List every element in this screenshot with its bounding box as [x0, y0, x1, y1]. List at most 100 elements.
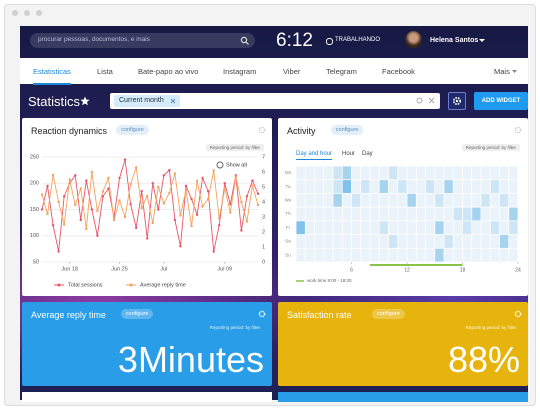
y2-tick-label: 5	[262, 184, 265, 190]
widget-title: Reaction dynamics	[31, 126, 108, 136]
heat-cell	[351, 166, 361, 180]
status: TRABALHANDO	[335, 37, 381, 43]
heat-cell	[453, 248, 463, 262]
heat-cell	[453, 193, 463, 207]
heat-cell	[296, 180, 305, 194]
activity-tab[interactable]: Hour	[342, 151, 356, 157]
heat-cell	[490, 166, 500, 180]
widget-settings-icon[interactable]	[258, 310, 266, 318]
heat-cell	[388, 221, 398, 235]
heat-cell	[370, 207, 379, 221]
favorite-star[interactable]	[80, 96, 90, 106]
nav-tab[interactable]: Telegram	[326, 67, 357, 76]
point	[240, 229, 243, 232]
heat-cell	[499, 207, 509, 221]
heat-cell	[425, 166, 435, 180]
point	[190, 224, 193, 228]
point	[223, 187, 226, 190]
point	[256, 192, 260, 195]
heat-cell	[462, 180, 472, 194]
more-caret[interactable]	[512, 70, 517, 74]
activity-tab[interactable]: Day and hour	[296, 151, 333, 160]
point	[74, 174, 77, 177]
point	[195, 213, 199, 216]
y2-tick-label: 0	[262, 259, 265, 265]
point	[234, 175, 238, 178]
chip-remove[interactable]	[170, 98, 176, 104]
point	[79, 218, 82, 222]
point	[112, 218, 116, 222]
nav-tab[interactable]: Bate-papo ao vivo	[138, 67, 199, 76]
heat-cell	[342, 248, 352, 262]
x-tick-label: Jun 25	[111, 266, 128, 272]
heat-cell	[490, 221, 500, 235]
heat-cell	[509, 193, 518, 207]
user-name[interactable]: Helena Santos	[430, 37, 479, 44]
heat-cell	[370, 166, 379, 180]
nav-tab[interactable]: Instagram	[223, 67, 257, 76]
widget-settings-icon[interactable]	[514, 126, 522, 134]
heat-cell	[324, 221, 333, 235]
show-all[interactable]: Show all	[226, 162, 247, 168]
heat-cell	[342, 166, 352, 180]
configure-button[interactable]: configure	[120, 309, 154, 319]
point	[123, 158, 127, 161]
heat-cell	[342, 193, 352, 207]
point	[151, 221, 154, 225]
point	[62, 195, 66, 198]
zoom-icon[interactable]	[216, 161, 224, 169]
point	[173, 172, 177, 175]
legend-label: Average reply time	[140, 282, 186, 288]
point	[68, 178, 71, 181]
heat-cell	[379, 234, 389, 248]
point	[79, 187, 82, 190]
heat-cell	[472, 207, 481, 221]
reporting-period: Reporting period: by filter	[465, 325, 516, 330]
heat-cell	[490, 207, 500, 221]
filter-chip[interactable]	[114, 95, 180, 107]
nav-tab[interactable]: Estatisticas	[33, 67, 71, 85]
point	[201, 176, 204, 180]
configure-button[interactable]: configure	[116, 125, 149, 135]
widget-settings-icon[interactable]	[258, 126, 266, 134]
heat-cell	[499, 193, 509, 207]
search-box[interactable]	[30, 33, 255, 48]
configure-button[interactable]: configure	[372, 309, 405, 319]
activity-tab[interactable]: Day	[362, 151, 373, 157]
heat-cell	[351, 221, 361, 235]
window-dot[interactable]	[24, 10, 30, 16]
configure-button[interactable]: configure	[330, 125, 364, 135]
legend-label: Total sessions	[68, 282, 103, 288]
heat-cell	[490, 234, 500, 248]
heat-cell	[379, 248, 389, 262]
point	[46, 184, 49, 188]
reporting-period: Reporting period: by filter	[461, 144, 520, 151]
nav-more[interactable]: Mais	[494, 67, 510, 76]
search-icon[interactable]	[240, 36, 249, 45]
heatmap: Mo Tu We Th Fr Sa Su 6 12 18 24 work time 8:00 - 18…	[285, 166, 521, 283]
point	[206, 189, 210, 193]
heat-cell	[472, 248, 481, 262]
row-label: Mo	[285, 170, 292, 175]
filter-icons[interactable]	[416, 97, 436, 105]
widget-settings-icon[interactable]	[514, 310, 522, 318]
heat-cell	[296, 234, 305, 248]
point	[218, 217, 221, 220]
window-dot[interactable]	[12, 10, 18, 16]
window-dot[interactable]	[36, 10, 42, 16]
point	[195, 179, 199, 183]
add-widget-button[interactable]: ADD WIDGET	[474, 92, 528, 110]
nav-tab[interactable]: Lista	[97, 67, 113, 76]
avatar[interactable]	[405, 31, 422, 48]
heat-cell	[453, 234, 463, 248]
nav-tab[interactable]: Facebook	[382, 67, 415, 76]
point	[245, 195, 249, 198]
heat-cell	[444, 234, 453, 248]
nav-tab[interactable]: Viber	[283, 67, 301, 76]
user-caret[interactable]	[479, 39, 485, 43]
filter-input[interactable]	[110, 93, 440, 109]
heat-cell	[435, 193, 444, 207]
point	[162, 174, 166, 177]
point	[190, 197, 193, 201]
